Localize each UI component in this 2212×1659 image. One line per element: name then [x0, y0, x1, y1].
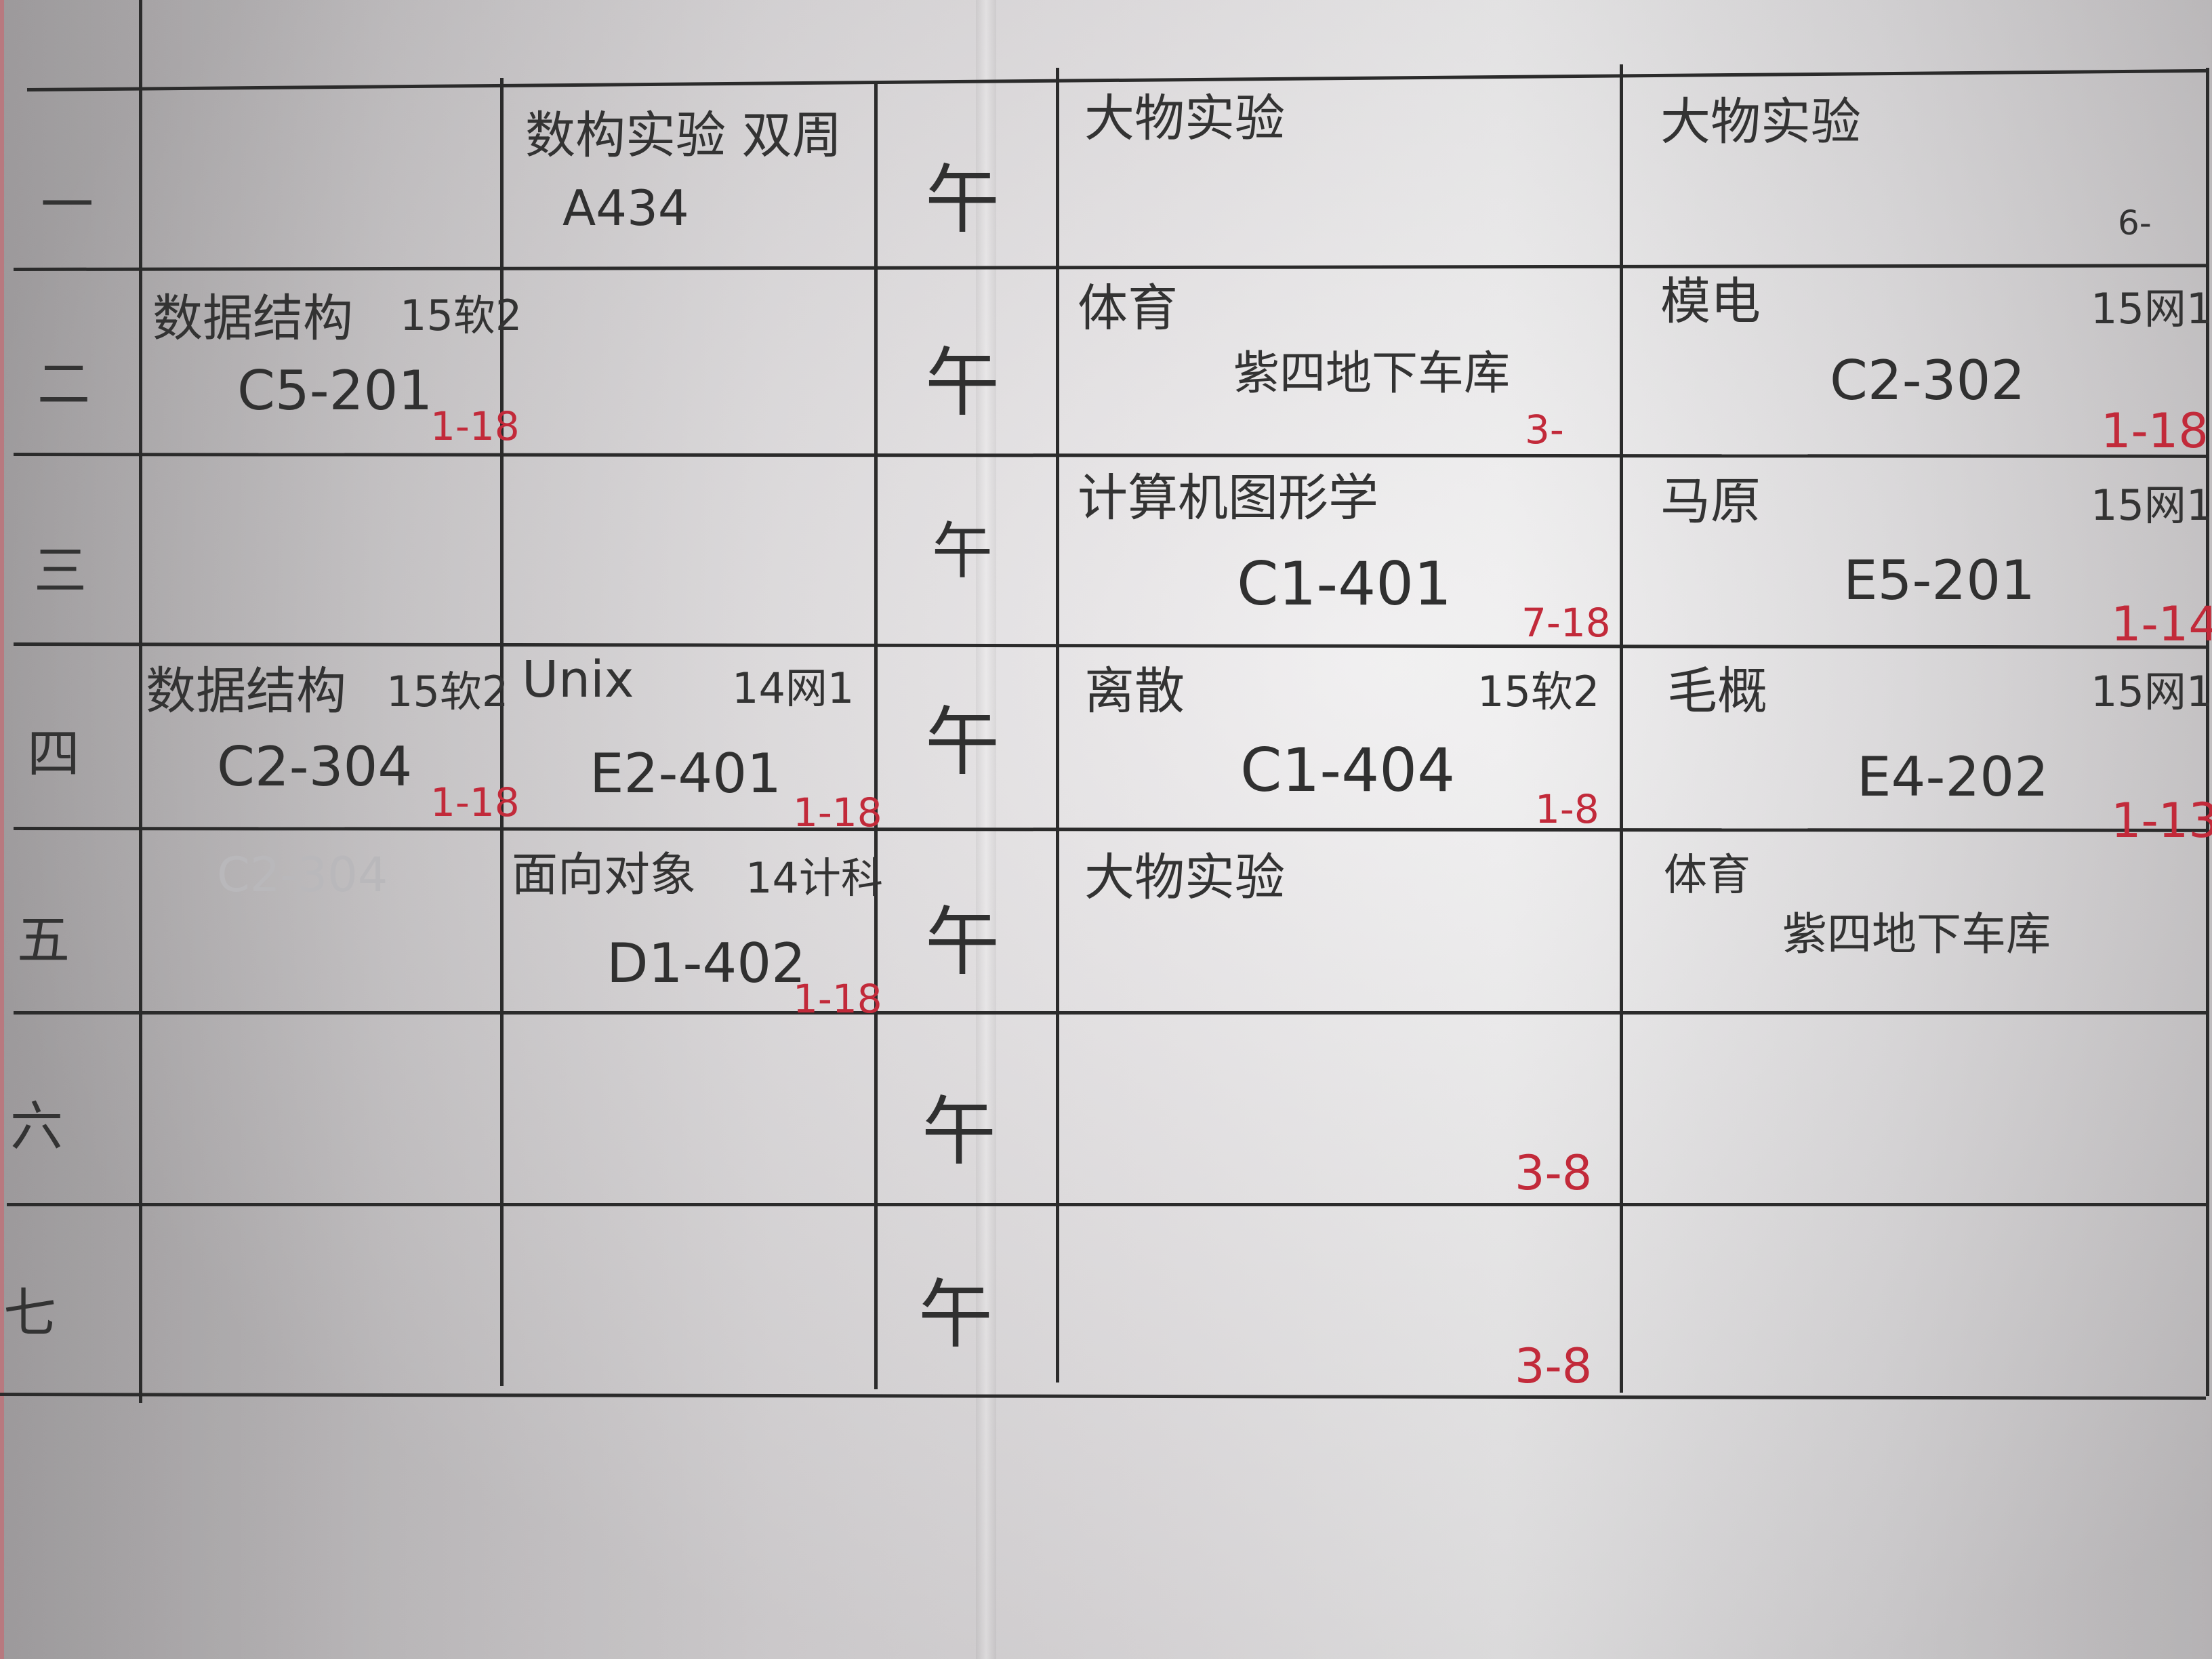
- course-weeks: 1-8: [1535, 786, 1599, 832]
- course-room: C2-302: [1830, 349, 2026, 412]
- course-room: C1-401: [1237, 549, 1452, 619]
- course-room: E5-201: [1843, 549, 2036, 612]
- course-weeks: 1-18: [2101, 403, 2209, 459]
- course-weeks: 1-13: [2111, 793, 2212, 848]
- noon-label: 午: [925, 899, 1000, 985]
- grid-hline: [0, 1393, 2206, 1400]
- course-class: 15软2: [386, 667, 509, 716]
- course-title: 大物实验: [1084, 848, 1285, 907]
- day-label: 四: [27, 724, 81, 785]
- red-margin-line: [0, 0, 4, 1659]
- day-label: 五: [17, 910, 70, 971]
- noon-label: 午: [922, 1088, 996, 1175]
- grid-vline: [1620, 64, 1623, 1393]
- course-class: 15网1: [2091, 480, 2212, 530]
- day-label: 三: [34, 541, 87, 602]
- course-class: 14计科: [745, 853, 883, 903]
- noon-label: 午: [925, 699, 1000, 785]
- course-room: D1-402: [607, 932, 806, 995]
- day-label: 七: [3, 1283, 57, 1344]
- course-title: 大物实验: [1084, 89, 1285, 148]
- course-class: 14网1: [732, 663, 855, 713]
- course-room: 紫四地下车库: [1782, 908, 2051, 960]
- course-room: C1-404: [1240, 735, 1456, 805]
- noon-label: 午: [925, 157, 1000, 243]
- course-class: 15网1: [2091, 667, 2212, 716]
- noon-label: 午: [918, 1271, 993, 1358]
- course-room: C5-201: [237, 359, 433, 422]
- course-title: 毛概: [1667, 662, 1767, 720]
- course-title: 数据结构: [152, 289, 353, 348]
- grid-hline: [13, 827, 2210, 832]
- course-weeks: 7-18: [1521, 600, 1611, 646]
- course-title: 大物实验: [1660, 93, 1861, 151]
- course-title: 面向对象: [512, 848, 697, 902]
- faint-text: C2-304: [217, 847, 388, 903]
- course-room: A434: [562, 180, 689, 237]
- day-label: 二: [37, 354, 91, 415]
- grid-vline: [874, 81, 878, 1389]
- noon-label: 午: [932, 516, 993, 587]
- course-title: 模电: [1660, 272, 1761, 331]
- course-class: 15网1: [2091, 284, 2212, 333]
- day-label: 六: [10, 1097, 64, 1158]
- grid-hline: [7, 1203, 2206, 1206]
- course-title: 离散: [1084, 662, 1185, 720]
- grid-hline: [14, 1011, 2209, 1015]
- grid-vline: [2206, 68, 2209, 1396]
- course-weeks: 1-18: [430, 403, 520, 449]
- course-title: 马原: [1660, 472, 1761, 531]
- course-weeks: 3-8: [1515, 1338, 1593, 1394]
- course-title: Unix: [522, 651, 634, 709]
- noon-label: 午: [925, 340, 1000, 426]
- course-weeks: 1-14: [2111, 596, 2212, 652]
- grid-hline: [13, 642, 2210, 649]
- course-title: 计算机图形学: [1078, 469, 1378, 527]
- course-weeks: 6-: [2118, 203, 2152, 243]
- day-label: 一: [41, 175, 94, 236]
- course-title: 体育: [1078, 279, 1178, 337]
- course-class: 15软2: [1477, 667, 1600, 716]
- course-room: 紫四地下车库: [1233, 347, 1511, 401]
- course-room: E2-401: [590, 742, 782, 805]
- course-title: 数据结构: [146, 662, 346, 720]
- course-room: C2-304: [217, 735, 413, 798]
- course-room: E4-202: [1857, 745, 2049, 808]
- course-class: 15软2: [400, 291, 523, 340]
- course-weeks: 3-: [1525, 407, 1564, 453]
- grid-vline: [1056, 68, 1059, 1382]
- course-title: 数构实验 双周: [525, 106, 842, 165]
- grid-vline: [139, 0, 142, 1403]
- course-weeks: 1-18: [793, 976, 882, 1022]
- course-title: 体育: [1664, 851, 1750, 901]
- course-weeks: 1-18: [793, 790, 882, 836]
- course-weeks: 1-18: [430, 779, 520, 825]
- course-weeks: 3-8: [1515, 1145, 1593, 1201]
- grid-vline: [500, 78, 504, 1386]
